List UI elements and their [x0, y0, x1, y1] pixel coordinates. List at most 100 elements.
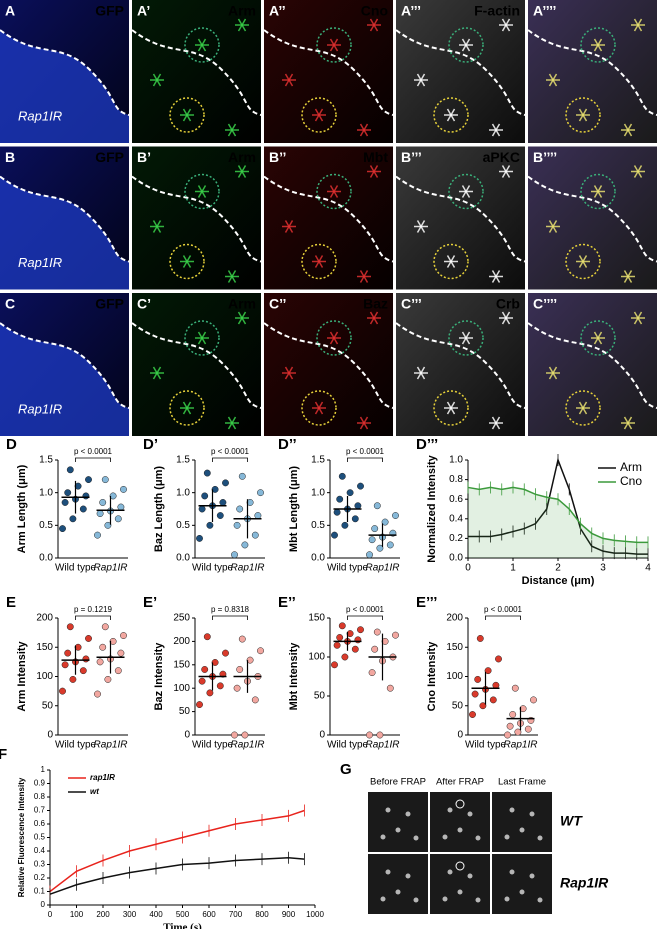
y-tick-label: 0.0	[449, 553, 463, 564]
rosette	[420, 79, 426, 87]
clone-boundary	[131, 29, 262, 116]
rosette	[314, 108, 320, 116]
rosette	[318, 108, 324, 116]
x-tick-label: 700	[229, 910, 243, 919]
rosette	[156, 366, 162, 374]
data-point	[101, 623, 109, 631]
rosette	[450, 108, 456, 116]
clone-boundary	[131, 175, 262, 263]
data-point	[471, 690, 479, 698]
rosette	[186, 255, 192, 262]
panel-letter: C’’	[269, 296, 286, 312]
panel-letter: E	[6, 594, 16, 611]
rosette	[495, 129, 501, 137]
roi-wt	[184, 173, 220, 210]
junction	[380, 834, 386, 840]
data-point	[254, 512, 262, 519]
y-axis-label: Mbt Intensity	[288, 642, 300, 711]
data-point	[257, 647, 264, 655]
rosette	[373, 171, 379, 178]
rosette	[186, 114, 192, 122]
x-tick-label: 600	[202, 910, 216, 919]
rosette	[505, 311, 511, 319]
rosette	[627, 123, 633, 131]
rosette	[637, 18, 643, 26]
data-point	[196, 701, 203, 709]
data-point	[69, 675, 77, 683]
rosette	[329, 38, 335, 46]
rosette	[359, 123, 365, 131]
micrograph	[528, 0, 657, 143]
clone-boundary	[131, 322, 262, 409]
micrograph	[528, 293, 657, 436]
y-axis-label: Relative Fluorescence Intensity	[17, 777, 26, 897]
rosette	[288, 366, 294, 374]
data-point	[203, 633, 211, 641]
rosette	[363, 276, 369, 283]
panel-letter: D’	[143, 436, 158, 453]
y-tick-label: 0	[47, 730, 53, 741]
rosette	[152, 220, 158, 227]
rosette	[623, 270, 629, 277]
clone-boundary	[263, 29, 394, 116]
rosette	[633, 165, 639, 172]
clone-boundary	[527, 322, 657, 409]
genotype-label: Rap1IR	[18, 255, 62, 270]
stain-label: Arm	[228, 149, 256, 165]
data-point	[66, 623, 74, 631]
panel-letter: D’’’	[416, 436, 438, 453]
y-tick-label: 0.5	[39, 520, 53, 531]
rosette	[548, 79, 554, 87]
x-tick-label: 800	[255, 910, 269, 919]
data-point	[351, 515, 359, 523]
data-point	[82, 655, 90, 663]
micrograph	[132, 146, 261, 290]
column-label: After FRAP	[436, 777, 484, 788]
rosette	[501, 24, 507, 32]
rosette	[314, 401, 320, 409]
rosette	[633, 24, 639, 32]
data-point	[368, 669, 376, 677]
data-point	[251, 696, 259, 704]
junction	[529, 811, 535, 817]
rosette	[369, 18, 375, 26]
y-tick-label: 50	[452, 700, 464, 711]
rosette	[593, 44, 599, 52]
x-tick-label: Rap1IR	[366, 563, 400, 574]
data-point	[94, 690, 101, 698]
rosette	[288, 79, 294, 87]
micrograph	[132, 293, 261, 436]
rosette	[446, 108, 452, 116]
rosette	[416, 366, 422, 374]
rosette	[461, 337, 467, 345]
rosette	[318, 114, 324, 122]
rosette	[582, 401, 588, 409]
rosette	[152, 79, 158, 87]
rosette	[450, 261, 456, 268]
data-point	[333, 641, 341, 649]
rosette	[420, 366, 426, 374]
rosette	[329, 331, 335, 339]
junction	[447, 807, 453, 813]
rosette	[446, 407, 452, 415]
column-label: Before FRAP	[370, 777, 426, 788]
rosette	[333, 185, 339, 192]
y-tick-label: 1.5	[311, 455, 325, 466]
rosette	[633, 311, 639, 319]
y-tick-label: 0.6	[34, 819, 46, 828]
data-point	[96, 658, 104, 666]
rosette	[548, 73, 554, 81]
y-tick-label: 0.3	[34, 860, 46, 869]
y-tick-label: 100	[308, 652, 325, 663]
data-point	[117, 649, 125, 657]
series-line	[49, 856, 305, 895]
p-value: p < 0.0001	[211, 447, 250, 456]
rosette	[446, 261, 452, 268]
data-point	[366, 731, 373, 739]
y-tick-label: 1.0	[176, 487, 190, 498]
roi-wt	[316, 27, 352, 63]
panel-letter: D	[6, 436, 17, 453]
rosette	[491, 123, 497, 131]
rosette	[329, 337, 335, 345]
y-axis-label: Mbt Length (μm)	[288, 466, 300, 552]
